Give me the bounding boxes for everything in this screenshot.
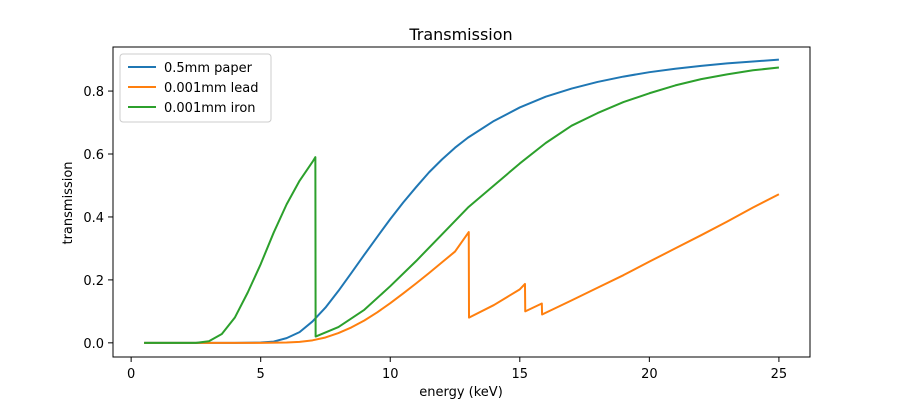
y-axis: 0.0 0.2 0.4 0.6 0.8 [83,85,113,352]
legend-label-0: 0.5mm paper [164,61,253,76]
plot-area [112,46,811,358]
plot-frame [112,46,811,358]
x-tick-label: 10 [382,367,399,382]
y-tick-label: 0.2 [83,274,104,289]
x-tick-label: 20 [641,367,658,382]
y-tick-label: 0.4 [83,211,104,226]
x-axis-label: energy (keV) [419,385,503,400]
x-tick-label: 5 [257,367,265,382]
x-tick-label: 15 [512,367,529,382]
x-tick-label: 0 [127,367,135,382]
y-tick-label: 0.0 [83,337,104,352]
y-tick-label: 0.8 [83,85,104,100]
legend-box [119,53,272,123]
series-line-0 [144,58,779,344]
x-axis: 0 5 10 15 20 25 [127,357,787,382]
legend: 0.5mm paper 0.001mm lead 0.001mm iron [119,53,272,123]
series-line-1 [144,193,780,344]
legend-label-2: 0.001mm iron [164,101,256,116]
series-line-2 [144,66,780,344]
x-tick-label: 25 [771,367,788,382]
legend-label-1: 0.001mm lead [164,81,259,96]
y-axis-label: transmission [61,161,76,244]
y-tick-label: 0.6 [83,148,104,163]
chart-title: Transmission [408,25,512,44]
